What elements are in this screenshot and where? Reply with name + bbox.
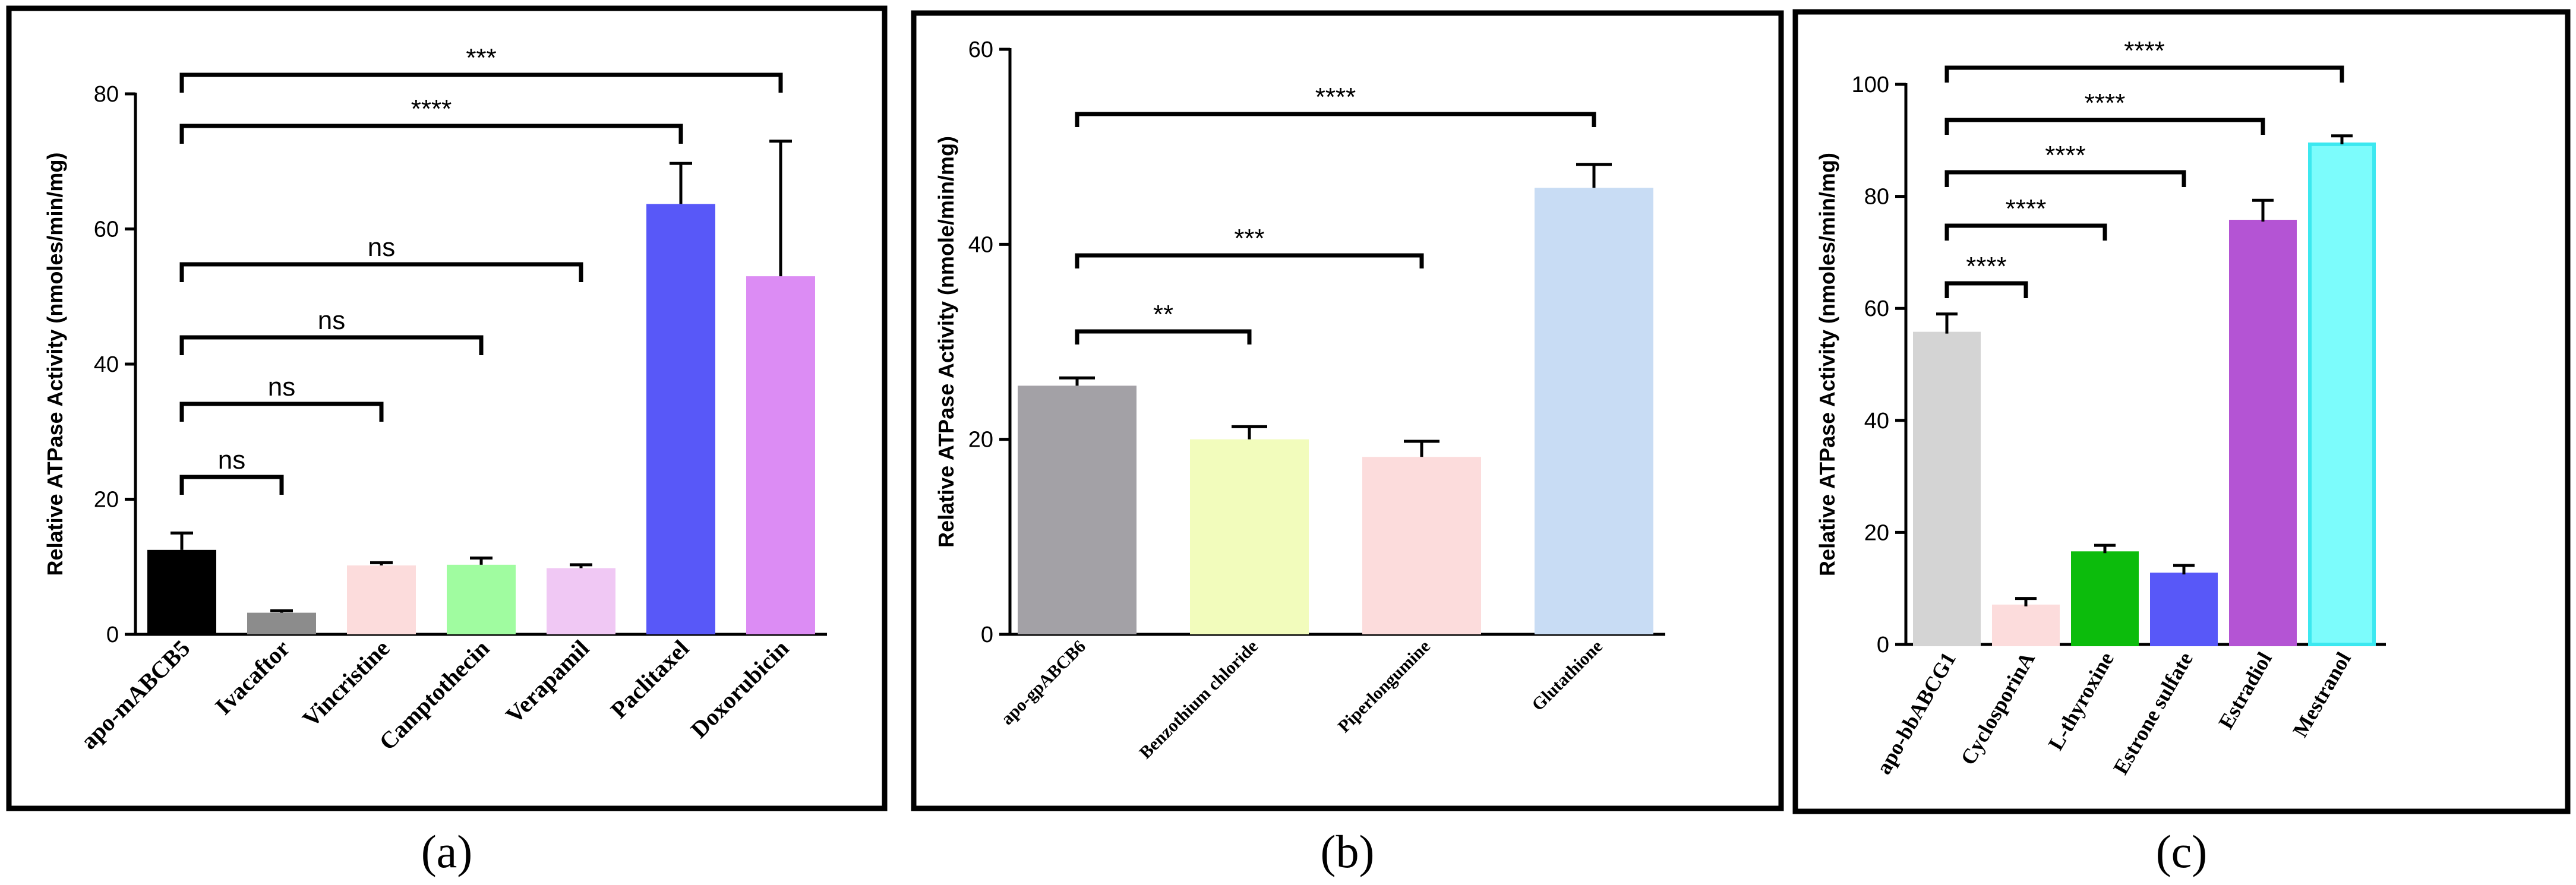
panel-c-significance-label: **** bbox=[2085, 88, 2126, 118]
panel-b-bar bbox=[1018, 385, 1137, 634]
panel-c-bar bbox=[2071, 551, 2139, 647]
panel-a-significance-label: ns bbox=[318, 306, 345, 335]
panel-c-significance-bracket bbox=[1944, 281, 2028, 298]
panel-b-category-label: Benzothium chloride bbox=[1135, 637, 1261, 763]
panel-a-category-label: Paclitaxel bbox=[605, 635, 694, 724]
panel-a-y-tick-label: 40 bbox=[94, 352, 119, 377]
panel-a-category-label: apo-mABCB5 bbox=[75, 635, 195, 755]
panel-a-bar bbox=[447, 564, 516, 634]
panel-b-bar bbox=[1190, 439, 1309, 634]
panel-b-category-label: apo-gpABCB6 bbox=[997, 637, 1090, 729]
panel-c-bar bbox=[2150, 573, 2218, 646]
panel-b-significance-label: **** bbox=[1315, 83, 1356, 112]
panel-a-significance-bracket bbox=[179, 124, 683, 144]
panel-a-significance-label: ns bbox=[268, 372, 295, 402]
panel-c-y-tick-label: 60 bbox=[1864, 296, 1889, 321]
panel-c-label: (c) bbox=[2156, 826, 2208, 877]
panel-a-y-tick-label: 20 bbox=[94, 488, 119, 513]
panel-a-significance-bracket bbox=[179, 72, 783, 93]
panel-c-bar bbox=[2229, 220, 2297, 647]
panel-b-y-tick-label: 60 bbox=[968, 37, 993, 62]
panel-a-significance-label: ns bbox=[218, 445, 245, 475]
panel-b-significance-label: ** bbox=[1153, 300, 1173, 329]
panel-a-significance-label: **** bbox=[411, 94, 452, 124]
panel-c-significance-label: **** bbox=[2045, 141, 2086, 170]
panel-a-bar bbox=[147, 549, 216, 634]
panel-c-y-tick-label: 100 bbox=[1852, 72, 1889, 97]
panel-b-y-tick-label: 0 bbox=[981, 622, 993, 647]
panel-a-y-axis-title: Relative ATPase Activity (nmoles/min/mg) bbox=[43, 153, 67, 576]
panel-b-y-axis-title: Relative ATPase Activity (nmole/min/mg) bbox=[934, 136, 958, 548]
panel-b-y-tick-label: 20 bbox=[968, 428, 993, 453]
panel-c: 0 20 40 60 80 100 Relative ATPase Activity (nm… bbox=[1815, 36, 2386, 778]
panel-c-frame bbox=[1792, 9, 2571, 814]
panel-a-y-tick-label: 80 bbox=[94, 82, 119, 107]
panel-a-category-label: Verapamil bbox=[500, 635, 594, 729]
panel-a-significance-label: *** bbox=[466, 43, 496, 72]
panel-c-significance-label: **** bbox=[2006, 194, 2047, 223]
panel-b: 0 20 40 60 Relative ATPase Activity (nmole/m… bbox=[934, 37, 1665, 763]
panel-c-significance-bracket bbox=[1944, 223, 2107, 241]
panel-a-significance-bracket bbox=[179, 475, 284, 495]
panel-c-y-tick-label: 80 bbox=[1864, 185, 1889, 210]
panel-c-category-label: Estradiol bbox=[2214, 648, 2277, 733]
panel-c-category-label: apo-bbABCG1 bbox=[1871, 648, 1961, 778]
panel-a-bar bbox=[547, 568, 615, 634]
panel-c-y-axis-title: Relative ATPase Activity (nmoles/min/mg) bbox=[1815, 153, 1839, 576]
panel-c-y-tick-label: 0 bbox=[1877, 633, 1889, 658]
panel-c-bar bbox=[1913, 331, 1981, 646]
panel-c-y-tick-label: 20 bbox=[1864, 520, 1889, 545]
panel-b-significance-label: *** bbox=[1234, 224, 1264, 253]
panel-a-significance-bracket bbox=[179, 262, 583, 282]
panel-a-bar bbox=[746, 276, 815, 634]
panel-a: 0 20 40 60 80 Relative ATPase Activity (nmole… bbox=[43, 43, 827, 756]
panel-c-bar bbox=[2308, 142, 2376, 646]
panel-b-bar bbox=[1535, 188, 1653, 634]
panel-a-category-label: Ivacaftor bbox=[210, 635, 295, 720]
panel-c-bar bbox=[1992, 604, 2060, 646]
panel-c-y-tick-label: 40 bbox=[1864, 409, 1889, 434]
panel-b-frame bbox=[911, 10, 1784, 811]
panel-c-significance-bracket bbox=[1944, 170, 2186, 187]
panel-a-category-label: Vincristine bbox=[297, 635, 394, 732]
panel-a-bar bbox=[646, 204, 715, 635]
panel-a-y-tick-label: 0 bbox=[106, 622, 119, 647]
panel-c-category-label: Mestranol bbox=[2288, 648, 2356, 741]
panel-c-significance-bracket bbox=[1944, 118, 2265, 135]
panel-a-bar bbox=[247, 612, 316, 634]
panel-a-frame bbox=[6, 5, 888, 811]
panel-a-category-label: Doxorubicin bbox=[686, 635, 794, 744]
panel-a-y-tick-label: 60 bbox=[94, 217, 119, 242]
panel-a-significance-label: ns bbox=[368, 233, 395, 262]
panel-b-significance-bracket bbox=[1075, 253, 1424, 268]
panel-a-bar bbox=[347, 565, 416, 634]
panel-b-category-label: Piperlongumine bbox=[1334, 637, 1434, 737]
panel-b-category-label: Glutathione bbox=[1528, 637, 1606, 715]
panel-b-y-tick-label: 40 bbox=[968, 232, 993, 257]
panel-a-label: (a) bbox=[421, 826, 473, 877]
panel-c-category-label: Estrone sulfate bbox=[2108, 648, 2198, 778]
panel-a-significance-bracket bbox=[179, 335, 484, 355]
panel-c-category-label: L-thyroxine bbox=[2044, 648, 2119, 754]
panel-c-significance-bracket bbox=[1944, 65, 2344, 83]
panel-b-significance-bracket bbox=[1075, 329, 1252, 344]
panel-a-significance-bracket bbox=[179, 402, 384, 422]
panel-c-significance-label: **** bbox=[1966, 252, 2007, 281]
panel-c-category-label: CyclosporinA bbox=[1956, 648, 2040, 769]
panel-b-label: (b) bbox=[1321, 826, 1375, 877]
panel-c-significance-label: **** bbox=[2124, 36, 2165, 65]
panel-b-significance-bracket bbox=[1075, 112, 1596, 127]
panel-b-bar bbox=[1362, 457, 1481, 634]
